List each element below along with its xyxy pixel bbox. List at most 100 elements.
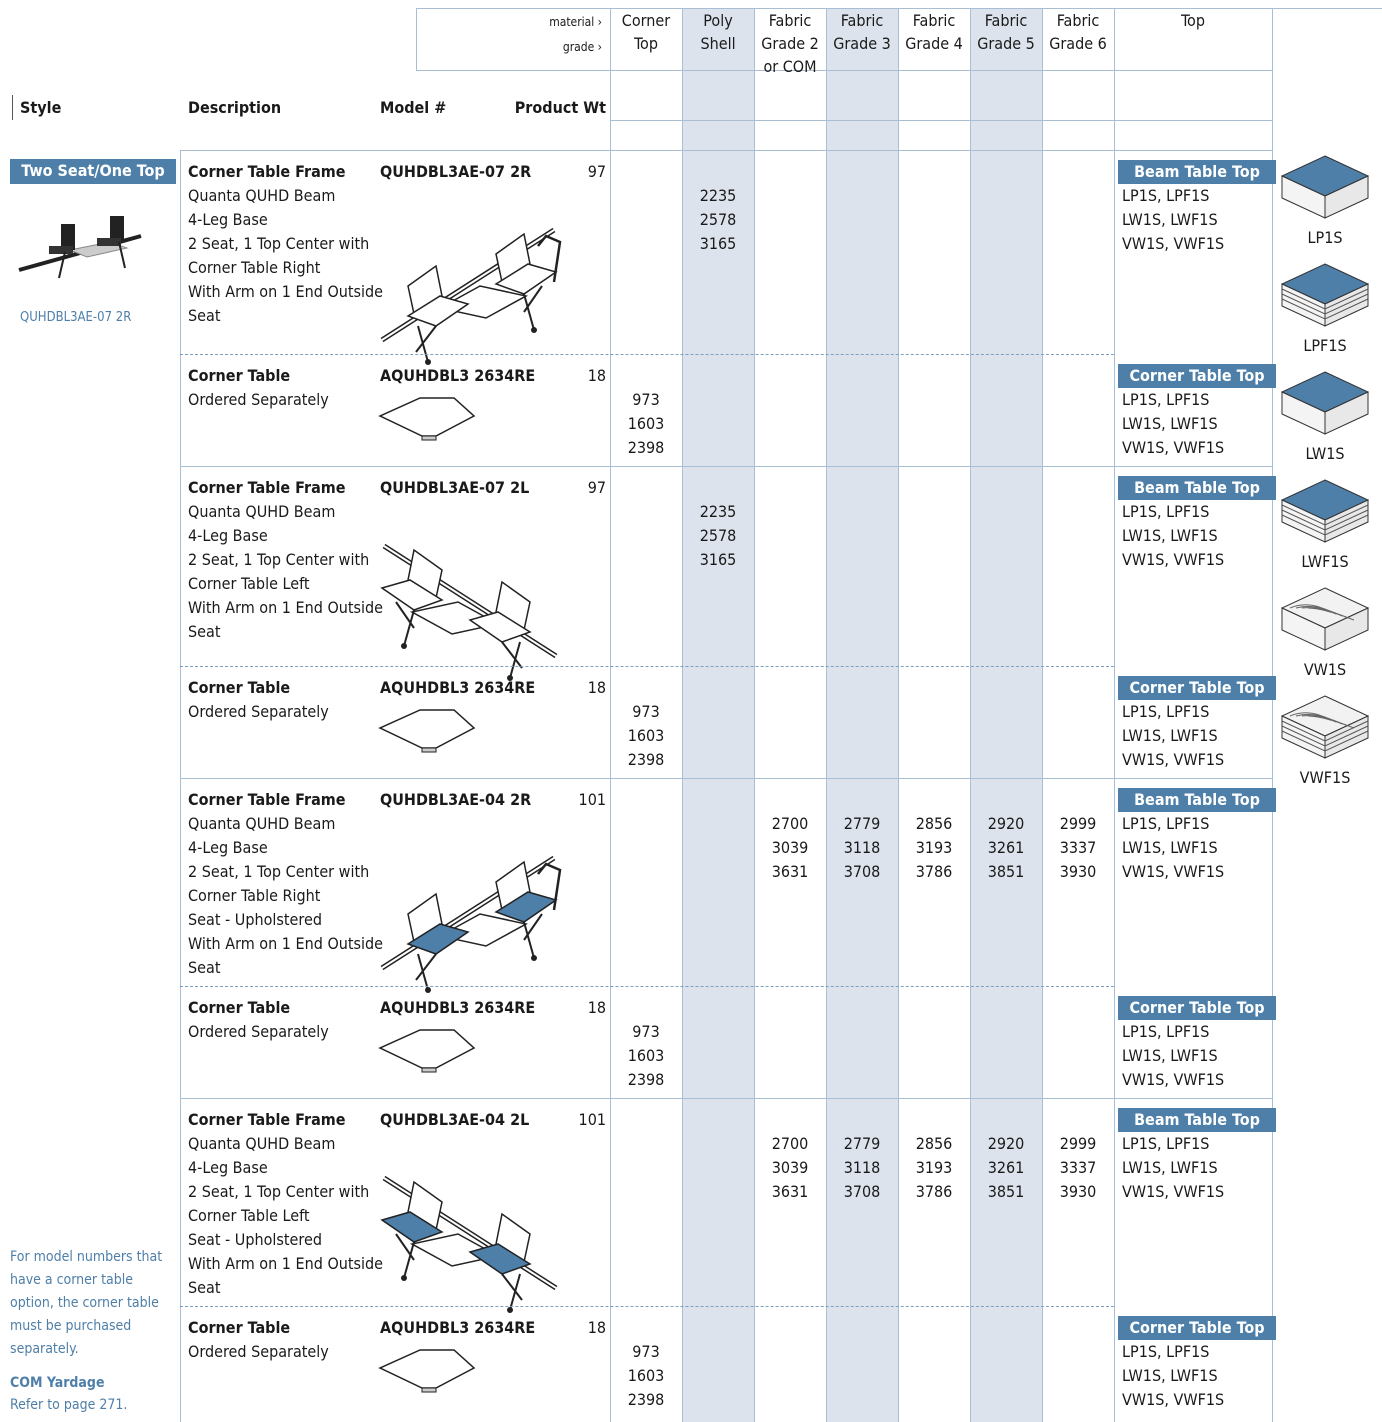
top-option: VW1S, VWF1S	[1122, 1390, 1225, 1409]
top-option: VW1S, VWF1S	[1122, 438, 1225, 457]
drawing-part	[380, 1175, 558, 1313]
header-left-line	[416, 8, 417, 70]
price: 3165	[699, 234, 737, 253]
drawing-part	[1281, 298, 1369, 320]
row-description: With Arm on 1 End Outside	[188, 282, 384, 301]
column-line	[754, 8, 755, 1422]
price: 3631	[771, 862, 809, 881]
price: 3851	[987, 862, 1025, 881]
top-option: LP1S, LPF1S	[1122, 702, 1210, 721]
drawing-part	[406, 923, 470, 955]
row-line	[180, 150, 1272, 151]
frame-drawing	[380, 1175, 558, 1313]
price: 2398	[627, 750, 665, 769]
header-top-line	[416, 8, 1382, 9]
com-title: COM Yardage	[10, 1375, 105, 1391]
column-heading: Style	[20, 98, 62, 117]
drawing-part	[1324, 607, 1369, 651]
drawing-part	[507, 675, 513, 681]
column-line	[826, 8, 827, 1422]
drawing-part	[395, 601, 523, 679]
drawing-part	[1281, 509, 1369, 531]
top-option: VW1S, VWF1S	[1122, 234, 1225, 253]
row-description: Seat	[188, 306, 221, 325]
row-line	[180, 466, 1272, 467]
top-option: LP1S, LPF1S	[1122, 186, 1210, 205]
drawing-part	[1313, 715, 1355, 729]
drawing-part	[1281, 504, 1369, 526]
price: 973	[632, 1022, 660, 1041]
row-description: Corner Table Left	[188, 574, 310, 593]
header-bottom-line	[416, 70, 1272, 71]
row-description: Corner Table Right	[188, 258, 321, 277]
column-header: Fabric Grade 4	[905, 11, 963, 53]
row-description: With Arm on 1 End Outside	[188, 934, 384, 953]
column-header: Fabric Grade 6	[1049, 11, 1107, 53]
price: 3039	[771, 1158, 809, 1177]
drawing-part	[1324, 175, 1369, 219]
price: 2398	[627, 1390, 665, 1409]
swatch-label: VWF1S	[1299, 768, 1351, 787]
column-header: Fabric Grade 3	[833, 11, 891, 53]
price: 2920	[987, 814, 1025, 833]
drawing-part	[421, 1387, 437, 1393]
price: 2856	[915, 814, 953, 833]
top-option: VW1S, VWF1S	[1122, 1070, 1225, 1089]
price: 2700	[771, 814, 809, 833]
drawing-part	[380, 1211, 444, 1243]
row-description: With Arm on 1 End Outside	[188, 598, 384, 617]
row-line	[180, 778, 1272, 779]
drawing-part	[395, 1233, 523, 1311]
price: 2779	[843, 1134, 881, 1153]
product-weight: 97	[587, 478, 606, 497]
top-label: Beam Table Top	[1118, 788, 1276, 812]
column-heading: Product Wt	[514, 98, 606, 117]
row-description: 2 Seat, 1 Top Center with	[188, 550, 370, 569]
row-description: Quanta QUHD Beam	[188, 502, 336, 521]
drawing-part	[531, 955, 537, 961]
price: 2235	[699, 502, 737, 521]
top-label: Beam Table Top	[1118, 160, 1276, 184]
top-label: Beam Table Top	[1118, 476, 1276, 500]
drawing-part	[468, 611, 532, 643]
drawing-part	[421, 747, 437, 753]
swatch-image	[1280, 587, 1370, 651]
com-text: Refer to page 271.	[10, 1397, 128, 1413]
grade-label: grade ›	[562, 40, 602, 54]
price: 2578	[699, 526, 737, 545]
row-separator	[180, 986, 1114, 987]
top-option: LW1S, LWF1S	[1122, 1366, 1218, 1385]
top-option: LP1S, LPF1S	[1122, 814, 1210, 833]
column-line	[970, 8, 971, 1422]
product-weight: 101	[578, 1110, 606, 1129]
drawing-part	[1313, 607, 1355, 621]
top-option: LW1S, LWF1S	[1122, 210, 1218, 229]
shaded-column	[971, 9, 1042, 1422]
top-option: VW1S, VWF1S	[1122, 750, 1225, 769]
price: 2920	[987, 1134, 1025, 1153]
drawing-part	[97, 238, 121, 246]
drawing-part	[437, 285, 529, 319]
row-description: Ordered Separately	[188, 390, 329, 409]
price: 3118	[843, 838, 881, 857]
price: 2398	[627, 1070, 665, 1089]
top-option: VW1S, VWF1S	[1122, 550, 1225, 569]
row-separator	[180, 354, 1114, 355]
corner-table-drawing	[378, 397, 476, 441]
drawing-part	[468, 1243, 532, 1275]
drawing-part	[380, 543, 558, 681]
swatch-image	[1280, 371, 1370, 435]
heading-line	[610, 120, 1272, 121]
top-option: VW1S, VWF1S	[1122, 1182, 1225, 1201]
row-description: Corner Table Left	[188, 1206, 310, 1225]
price: 2235	[699, 186, 737, 205]
price: 3261	[987, 838, 1025, 857]
drawing-part	[421, 435, 437, 441]
price: 3786	[915, 1182, 953, 1201]
swatch-label: LWF1S	[1301, 552, 1349, 571]
price: 3851	[987, 1182, 1025, 1201]
drawing-part	[415, 285, 543, 363]
price: 3631	[771, 1182, 809, 1201]
swatch-image	[1280, 155, 1370, 219]
corner-table-drawing	[378, 1029, 476, 1073]
